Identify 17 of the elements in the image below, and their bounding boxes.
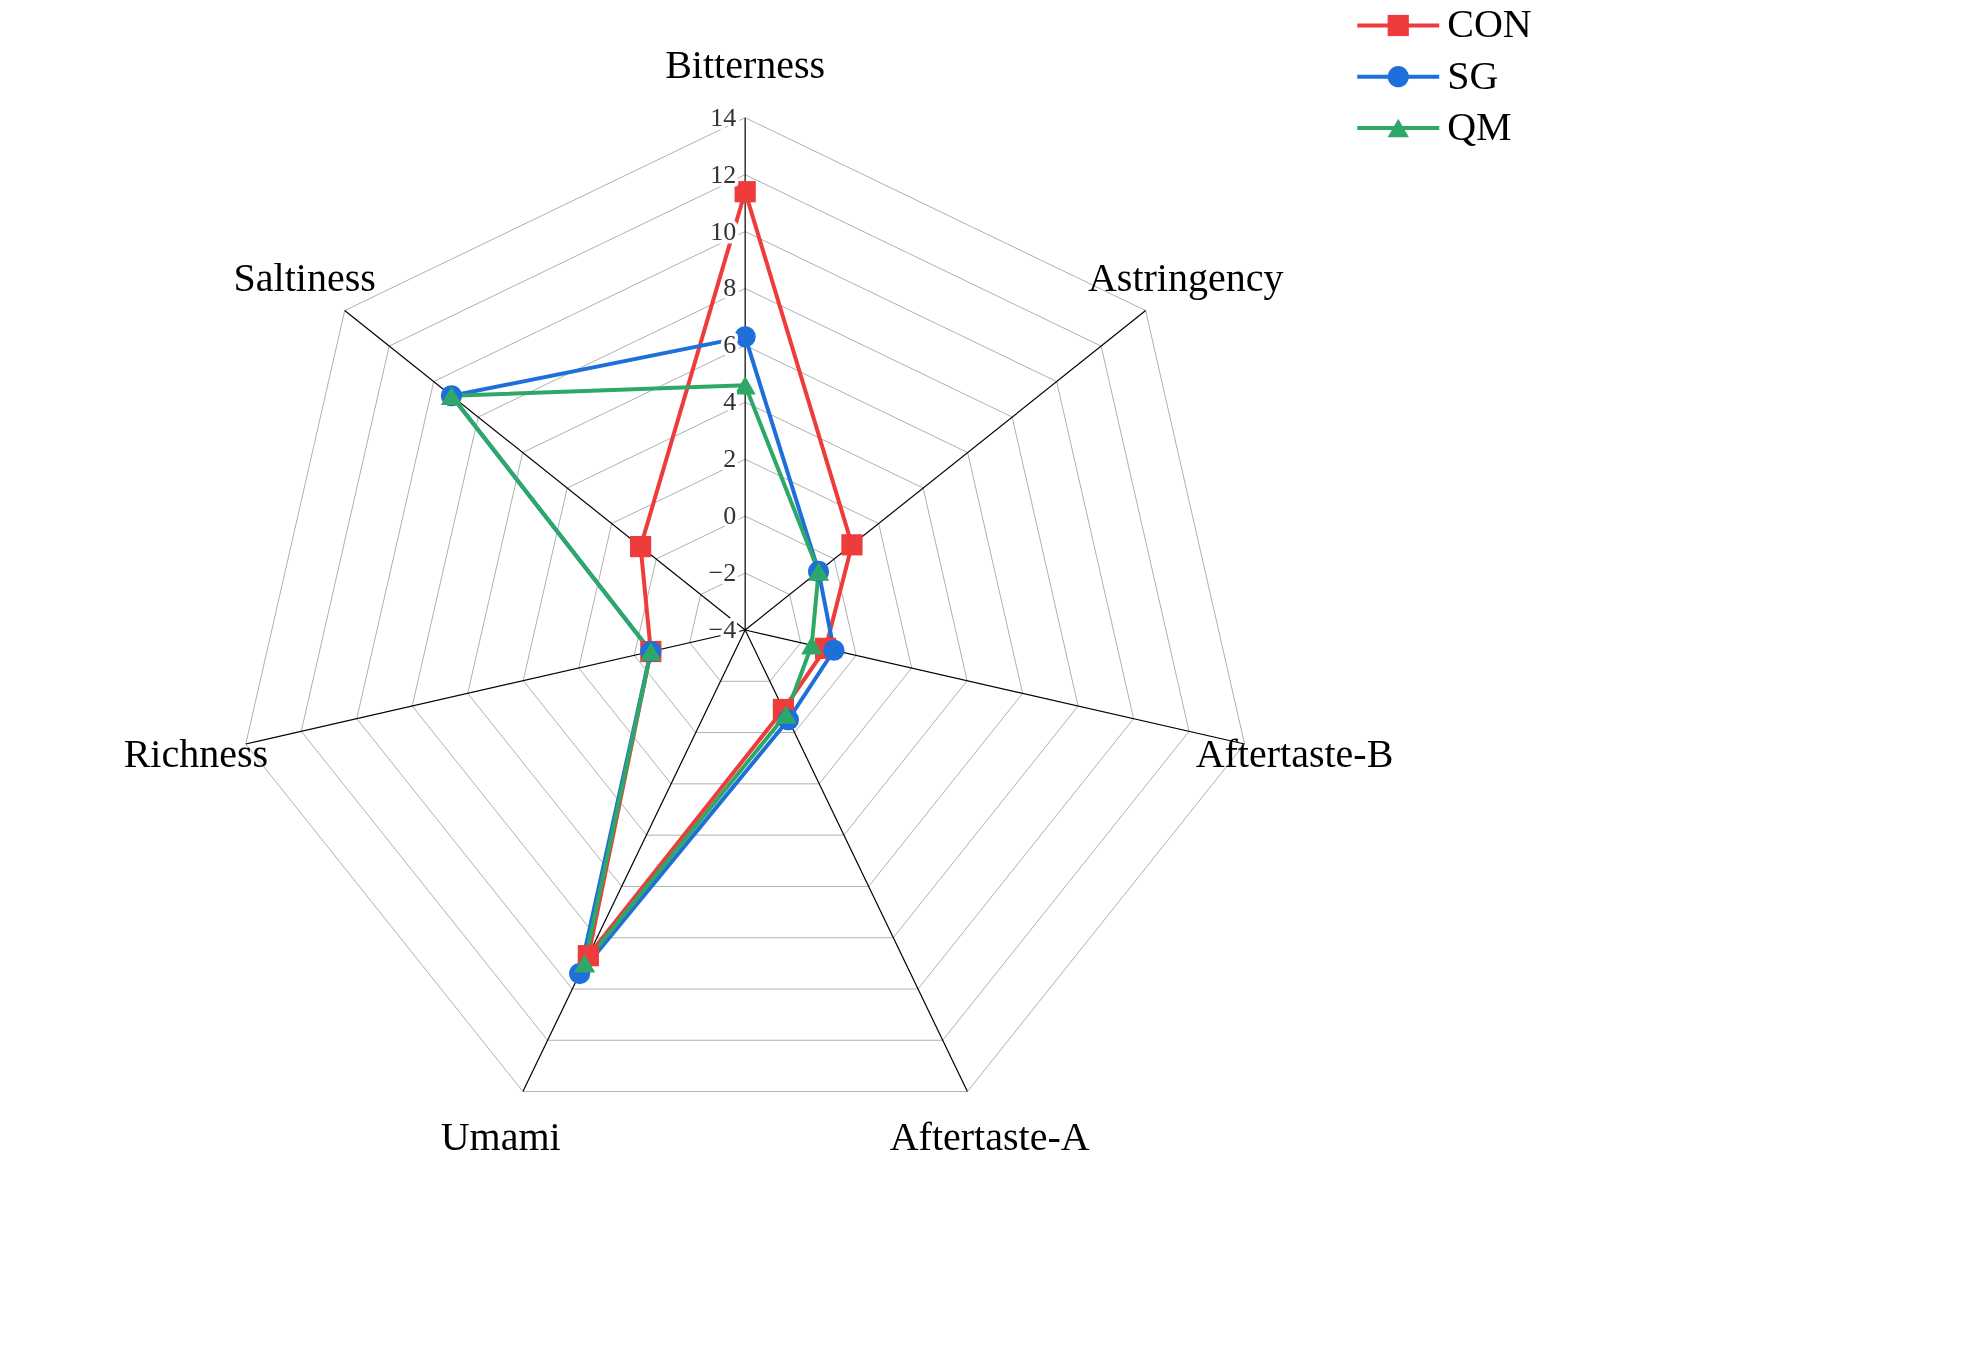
y-tick-label: 14	[710, 102, 737, 132]
spoke-label: Astringency	[1087, 254, 1284, 300]
spoke-label: Richness	[123, 731, 269, 777]
spoke-label: Umami	[440, 1113, 561, 1159]
y-tick-label: 0	[723, 501, 737, 531]
legend-label: QM	[1447, 103, 1512, 149]
y-tick-label: 8	[723, 273, 737, 303]
y-tick-label: 2	[723, 444, 737, 474]
spoke-label: Bitterness	[665, 42, 826, 88]
spoke-label: Aftertaste-A	[889, 1113, 1090, 1159]
y-tick-label: −2	[708, 558, 737, 588]
y-tick-label: 4	[723, 387, 737, 417]
legend-label: SG	[1447, 52, 1499, 98]
spoke-label: Aftertaste-B	[1195, 731, 1394, 777]
y-tick-label: 12	[710, 159, 737, 189]
spoke-label: Saltiness	[233, 254, 376, 300]
legend-label: CON	[1447, 1, 1532, 47]
